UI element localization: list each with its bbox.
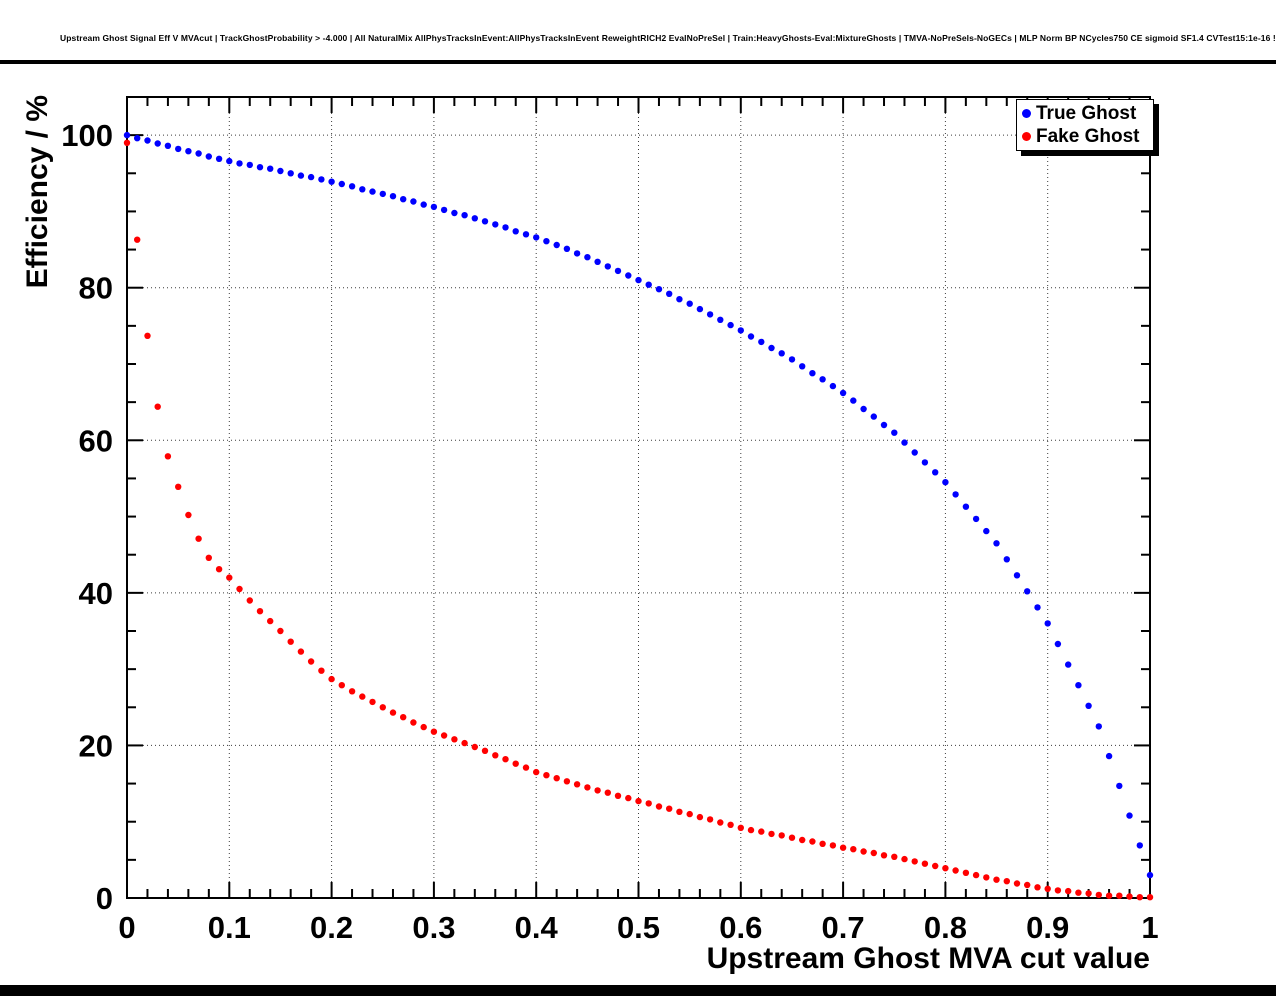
svg-text:0.2: 0.2: [310, 910, 353, 945]
legend-label-true-ghost: True Ghost: [1036, 102, 1137, 124]
svg-text:0.9: 0.9: [1026, 910, 1069, 945]
svg-text:0.8: 0.8: [924, 910, 967, 945]
svg-text:100: 100: [61, 118, 113, 153]
svg-text:1: 1: [1141, 910, 1158, 945]
legend: True Ghost Fake Ghost: [1016, 99, 1154, 151]
svg-text:20: 20: [79, 728, 113, 763]
svg-text:0.4: 0.4: [515, 910, 559, 945]
x-axis-title: Upstream Ghost MVA cut value: [707, 942, 1150, 975]
svg-text:0.7: 0.7: [822, 910, 865, 945]
plot-title: Upstream Ghost Signal Eff V MVAcut | Tra…: [60, 33, 1276, 43]
svg-text:40: 40: [79, 576, 113, 611]
svg-text:0.6: 0.6: [719, 910, 762, 945]
svg-text:0.1: 0.1: [208, 910, 251, 945]
svg-text:80: 80: [79, 271, 113, 306]
title-divider-bar: [0, 60, 1276, 64]
y-axis-title: Efficiency / %: [21, 95, 54, 288]
fake-ghost-marker-icon: [1022, 132, 1031, 141]
svg-text:0: 0: [118, 910, 135, 945]
plot-layer: 0 0.1 0.2 0.3 0.4 0.5 0.6 0.7 0.8 0.9 1 0 20 40 60 80 10…: [61, 96, 1159, 945]
true-ghost-marker-icon: [1022, 109, 1031, 118]
legend-item-fake-ghost: Fake Ghost: [1017, 125, 1153, 148]
svg-text:0: 0: [96, 881, 113, 916]
bottom-border-bar: [0, 985, 1276, 996]
legend-item-true-ghost: True Ghost: [1017, 102, 1153, 125]
legend-label-fake-ghost: Fake Ghost: [1036, 125, 1140, 147]
svg-text:0.3: 0.3: [412, 910, 455, 945]
svg-text:60: 60: [79, 423, 113, 458]
svg-text:0.5: 0.5: [617, 910, 660, 945]
